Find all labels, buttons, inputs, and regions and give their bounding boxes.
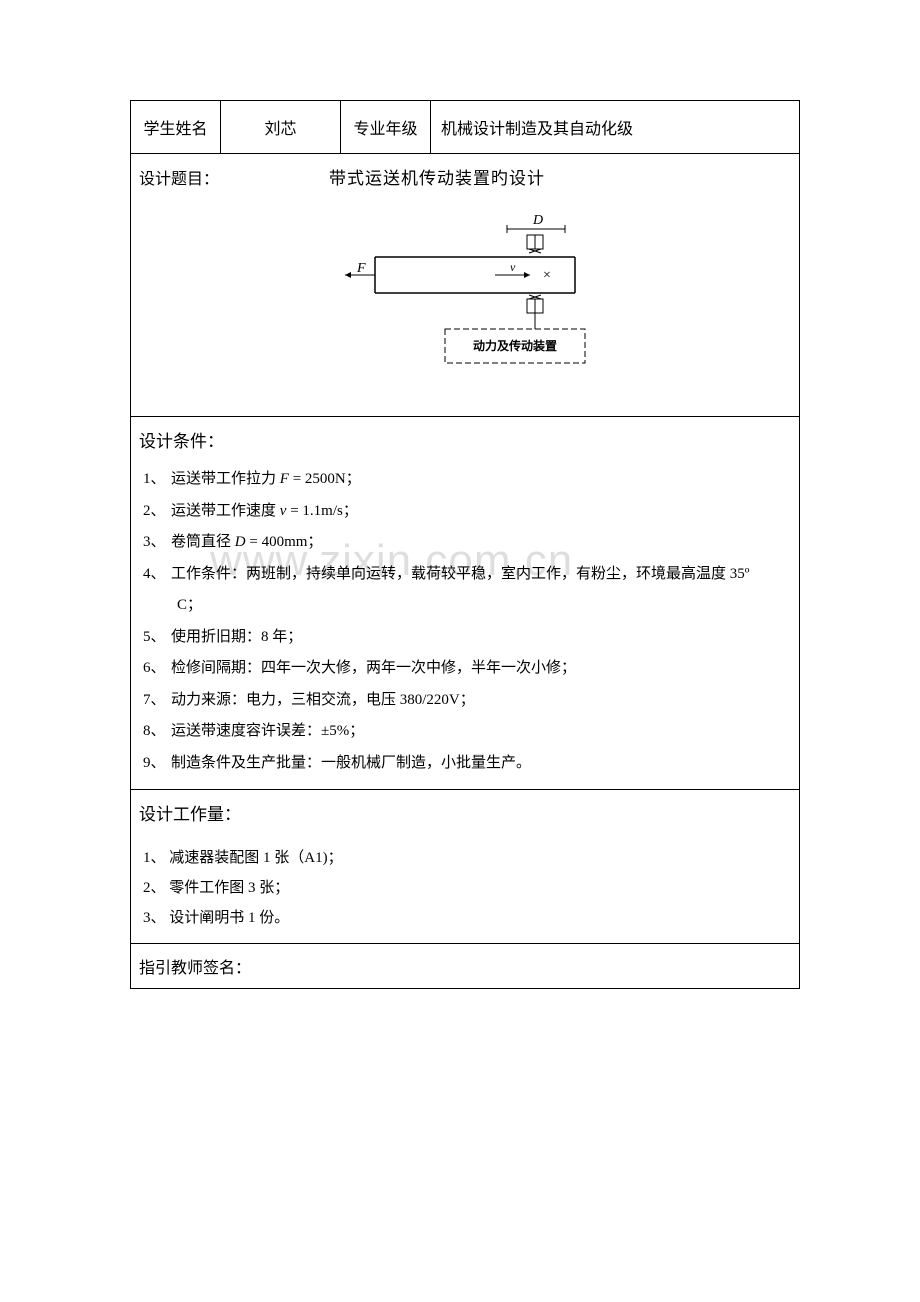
cond-item-9: 9、制造条件及生产批量：一般机械厂制造，小批量生产。 (139, 748, 791, 780)
f-label: F (356, 261, 366, 276)
work-section: 设计工作量： 1、 减速器装配图 1 张（A1)； 2、 零件工作图 3 张； … (131, 790, 800, 944)
cond-item-5: 5、使用折旧期：8 年； (139, 622, 791, 654)
sign-label: 指引教师签名： (139, 960, 251, 977)
work-item-1: 1、 减速器装配图 1 张（A1)； (139, 843, 791, 873)
title-section: 设计题目： 带式运送机传动装置旳设计 D (131, 154, 800, 417)
v-label: v (510, 260, 516, 274)
diagram: D F (139, 201, 791, 406)
name-value: 刘芯 (221, 101, 341, 154)
conditions-title: 设计条件： (139, 427, 791, 452)
cond-item-1: 1、运送带工作拉力 F = 2500N； (139, 464, 791, 496)
work-title: 设计工作量： (139, 800, 791, 825)
conditions-list: 1、运送带工作拉力 F = 2500N； 2、运送带工作速度 v = 1.1m/… (139, 464, 791, 779)
title-prefix: 设计题目： (139, 165, 219, 189)
work-item-3: 3、 设计阐明书 1 份。 (139, 903, 791, 933)
powerbox-text: 动力及传动装置 (473, 338, 557, 353)
work-list: 1、 减速器装配图 1 张（A1)； 2、 零件工作图 3 张； 3、 设计阐明… (139, 843, 791, 933)
cond-item-7: 7、动力来源：电力，三相交流，电压 380/220V； (139, 685, 791, 717)
cond-item-4b: C； (139, 590, 791, 622)
main-table: 学生姓名 刘芯 专业年级 机械设计制造及其自动化级 设计题目： 带式运送机传动装… (130, 100, 800, 989)
name-label: 学生姓名 (131, 101, 221, 154)
header-row: 学生姓名 刘芯 专业年级 机械设计制造及其自动化级 (131, 101, 800, 154)
title-main: 带式运送机传动装置旳设计 (329, 164, 545, 189)
sign-section: 指引教师签名： (131, 944, 800, 989)
cond-item-3: 3、卷筒直径 D = 400mm； (139, 527, 791, 559)
grade-label: 专业年级 (341, 101, 431, 154)
cond-item-4: 4、工作条件：两班制，持续单向运转，载荷较平稳，室内工作，有粉尘，环境最高温度 … (139, 559, 791, 591)
cond-item-8: 8、运送带速度容许误差：±5%； (139, 716, 791, 748)
d-label: D (532, 213, 543, 228)
grade-value: 机械设计制造及其自动化级 (431, 101, 800, 154)
x-mark: × (543, 268, 551, 283)
cond-item-2: 2、运送带工作速度 v = 1.1m/s； (139, 496, 791, 528)
cond-item-6: 6、检修间隔期：四年一次大修，两年一次中修，半年一次小修； (139, 653, 791, 685)
work-item-2: 2、 零件工作图 3 张； (139, 873, 791, 903)
conditions-section: 设计条件： 1、运送带工作拉力 F = 2500N； 2、运送带工作速度 v =… (131, 417, 800, 790)
